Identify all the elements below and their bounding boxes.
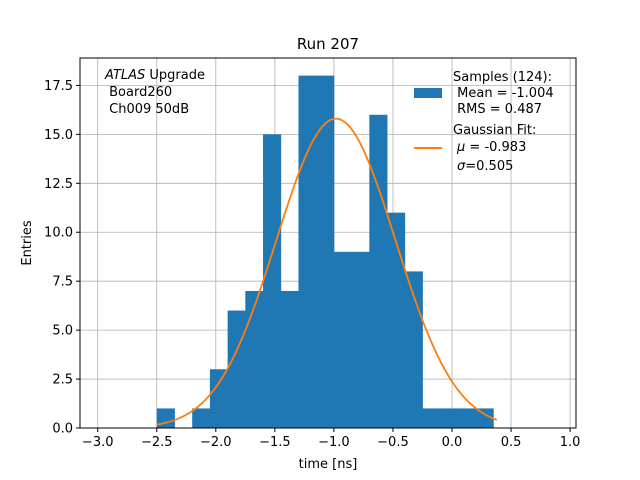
histogram-bar-8 (298, 75, 317, 428)
histogram-bar-18 (475, 408, 494, 428)
annotation-box: ATLAS Upgrade Board260 Ch009 50dB (104, 68, 205, 117)
y-tick-label-6: 15.0 (44, 128, 73, 143)
board-label: Board260 (105, 85, 172, 100)
legend: Samples (124): Mean = -1.004 RMS = 0.487… (414, 70, 554, 174)
y-axis-ticks: 0.0 2.5 5.0 7.5 10.0 12.5 15.0 17.5 (44, 79, 80, 437)
histogram-bar-0 (156, 408, 175, 428)
x-tick-label-7: 0.5 (501, 435, 522, 450)
legend-samples-mean: Mean = -1.004 (453, 86, 554, 101)
y-tick-label-3: 7.5 (52, 275, 73, 290)
x-tick-label-2: −2.0 (200, 435, 232, 450)
histogram-bar-9 (316, 75, 335, 428)
histogram-bar-6 (263, 134, 282, 428)
y-axis-label: Entries (20, 220, 35, 266)
histogram-bar-10 (333, 251, 353, 428)
plot-frame (79, 57, 577, 429)
x-tick-label-8: 1.0 (560, 435, 581, 450)
histogram-bar-5 (245, 290, 264, 428)
histogram-bar-16 (440, 408, 459, 428)
histogram-bar-17 (457, 408, 477, 428)
mu-symbol: μ (456, 140, 465, 155)
legend-fit-mu: μ = -0.983 (456, 140, 526, 155)
x-tick-label-6: 0.0 (442, 435, 463, 450)
x-axis-label: time [ns] (299, 457, 358, 472)
x-tick-label-5: −0.5 (377, 435, 409, 450)
histogram-bar-3 (209, 369, 229, 428)
gaussian-fit-curve (156, 117, 498, 426)
atlas-label: ATLAS (104, 68, 145, 83)
channel-label: Ch009 50dB (105, 102, 189, 117)
sigma-value: =0.505 (465, 159, 513, 174)
x-tick-label-1: −2.5 (141, 435, 173, 450)
sigma-symbol: σ (457, 159, 466, 174)
y-tick-label-7: 17.5 (44, 79, 73, 94)
legend-samples-rms: RMS = 0.487 (453, 102, 542, 117)
legend-samples-swatch (414, 88, 442, 98)
legend-samples-title: Samples (124): (453, 70, 552, 85)
mu-value: = -0.983 (465, 140, 526, 155)
x-tick-label-0: −3.0 (82, 435, 114, 450)
x-tick-label-4: −1.0 (318, 435, 350, 450)
y-tick-label-4: 10.0 (44, 226, 73, 241)
x-tick-label-3: −1.5 (259, 435, 291, 450)
histogram-bar-11 (351, 251, 370, 428)
histogram-bar-12 (369, 114, 388, 428)
chart-title: Run 207 (297, 35, 359, 53)
histogram-bar-4 (227, 310, 246, 428)
histogram-bar-13 (387, 212, 406, 428)
annotation-line-1: ATLAS Upgrade (104, 68, 205, 83)
legend-fit-title: Gaussian Fit: (453, 123, 536, 138)
histogram-bar-7 (280, 290, 299, 428)
gaussian-fit (156, 117, 498, 426)
upgrade-label: Upgrade (145, 68, 205, 83)
x-axis-ticks: −3.0 −2.5 −2.0 −1.5 −1.0 −0.5 0.0 0.5 1.0 (82, 428, 581, 450)
y-tick-label-5: 12.5 (44, 177, 73, 192)
y-tick-label-0: 0.0 (52, 422, 73, 437)
y-tick-label-2: 5.0 (52, 324, 73, 339)
histogram-bar-15 (422, 408, 441, 428)
legend-fit-sigma: σ=0.505 (457, 159, 513, 174)
y-tick-label-1: 2.5 (52, 373, 73, 388)
histogram-bar-2 (192, 408, 211, 428)
